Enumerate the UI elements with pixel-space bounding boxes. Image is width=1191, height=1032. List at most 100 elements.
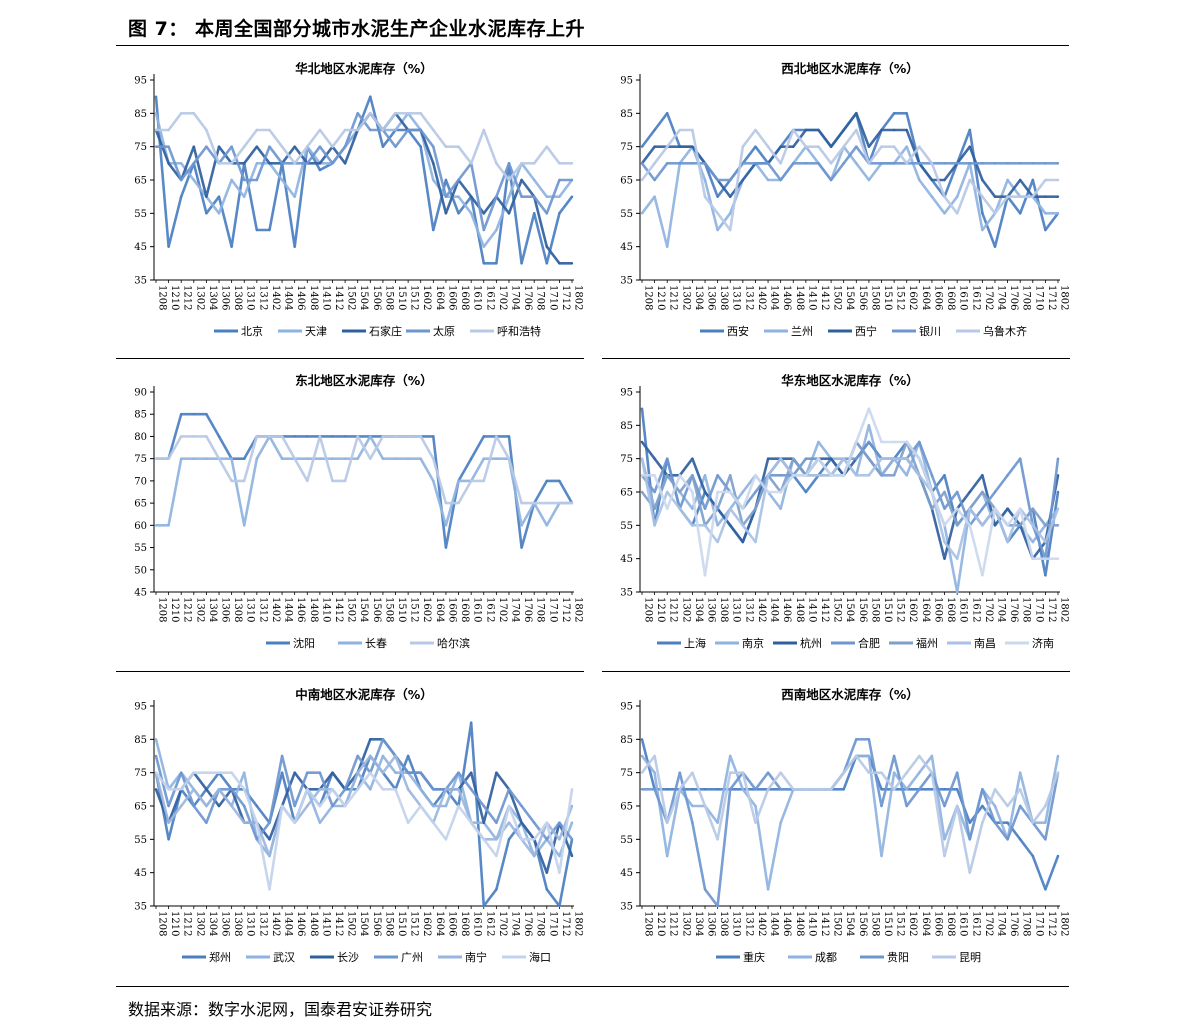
- data-point: [243, 145, 246, 148]
- series-line-4: [640, 145, 1058, 182]
- data-point: [968, 838, 971, 841]
- data-point: [653, 788, 656, 791]
- data-point: [280, 457, 284, 460]
- data-point: [394, 754, 397, 758]
- data-point: [495, 162, 498, 165]
- data-point: [1044, 821, 1047, 824]
- chart-panel-north: 华北地区水泥库存（%） 35 45 55 65 75 85 95 1208 1210 1212 130…: [116, 48, 584, 346]
- data-point: [381, 754, 385, 758]
- data-point: [955, 590, 959, 594]
- data-point: [1031, 821, 1034, 824]
- data-point: [558, 904, 561, 908]
- data-point: [892, 754, 896, 758]
- data-point: [192, 788, 196, 791]
- data-point: [703, 162, 707, 165]
- data-point: [691, 804, 694, 808]
- x-tick-label: 1406: [781, 285, 792, 310]
- x-tick-label: 1304: [207, 597, 218, 622]
- data-point: [558, 838, 561, 841]
- data-point: [192, 112, 196, 115]
- data-point: [741, 162, 745, 165]
- x-tick-label: 1210: [655, 911, 666, 936]
- data-point: [243, 162, 246, 165]
- data-point: [444, 178, 448, 182]
- data-point: [981, 574, 984, 577]
- data-point: [640, 407, 644, 410]
- data-point: [482, 435, 485, 438]
- x-tick-label: 1512: [895, 285, 906, 310]
- data-point: [154, 112, 158, 115]
- x-tick-label: 1410: [806, 597, 817, 622]
- data-point: [1044, 540, 1047, 544]
- data-point: [943, 557, 946, 560]
- data-point: [804, 788, 808, 791]
- data-point: [1018, 178, 1022, 182]
- x-tick-label: 1212: [182, 911, 193, 936]
- x-tick-label: 1712: [1046, 285, 1057, 310]
- data-point: [167, 128, 170, 132]
- data-point: [1018, 788, 1022, 791]
- chart-panel-east: 华东地区水泥库存（%） 35 45 55 65 75 85 95 1208 1210 1212 130…: [602, 360, 1070, 658]
- data-point: [993, 212, 997, 215]
- data-point: [217, 771, 221, 774]
- data-point: [779, 490, 782, 494]
- data-point: [993, 507, 997, 510]
- data-point: [993, 490, 997, 494]
- legend-label: 济南: [1032, 636, 1054, 650]
- data-point: [729, 195, 732, 198]
- data-point: [640, 178, 644, 182]
- data-point: [369, 457, 372, 460]
- data-point: [217, 212, 221, 215]
- data-point: [318, 804, 322, 808]
- data-point: [892, 162, 896, 165]
- data-point: [482, 804, 485, 808]
- data-point: [1044, 162, 1047, 165]
- data-point: [640, 440, 644, 444]
- data-point: [981, 821, 984, 824]
- y-tick-label: 45: [620, 242, 633, 253]
- data-point: [318, 128, 322, 132]
- data-point: [495, 771, 498, 774]
- data-point: [255, 145, 259, 148]
- x-tick-label: 1512: [409, 597, 420, 622]
- data-point: [520, 178, 523, 182]
- data-point: [792, 457, 795, 460]
- data-point: [343, 145, 347, 148]
- data-point: [217, 162, 221, 165]
- data-point: [1031, 195, 1034, 198]
- y-tick-label: 65: [620, 488, 633, 499]
- x-tick-label: 1304: [207, 285, 218, 310]
- data-point: [444, 524, 448, 527]
- data-point: [981, 474, 984, 477]
- data-point: [318, 145, 322, 148]
- data-point: [495, 435, 498, 438]
- data-point: [754, 145, 757, 148]
- data-point: [419, 804, 422, 808]
- data-point: [331, 435, 334, 438]
- data-point: [570, 804, 574, 808]
- x-tick-label: 1310: [245, 597, 256, 622]
- data-point: [817, 457, 820, 460]
- data-point: [507, 435, 511, 438]
- data-point: [280, 771, 284, 774]
- data-point: [268, 162, 271, 165]
- x-tick-label: 1512: [409, 285, 420, 310]
- data-point: [432, 128, 435, 132]
- data-point: [905, 162, 908, 165]
- data-point: [955, 771, 959, 774]
- data-point: [507, 804, 511, 808]
- legend-item: 长沙: [310, 951, 359, 964]
- y-tick-label: 35: [620, 588, 633, 599]
- x-tick-label: 1404: [283, 285, 294, 310]
- data-point: [469, 195, 473, 198]
- x-tick-label: 1702: [983, 597, 994, 622]
- legend-item: 成都: [788, 951, 837, 964]
- separator-right-2: [602, 671, 1070, 672]
- data-point: [955, 490, 959, 494]
- data-point: [640, 145, 644, 148]
- chart-title: 东北地区水泥库存（%）: [295, 373, 433, 388]
- data-point: [243, 524, 246, 527]
- data-point: [930, 474, 934, 477]
- data-point: [318, 435, 322, 438]
- data-point: [716, 838, 719, 841]
